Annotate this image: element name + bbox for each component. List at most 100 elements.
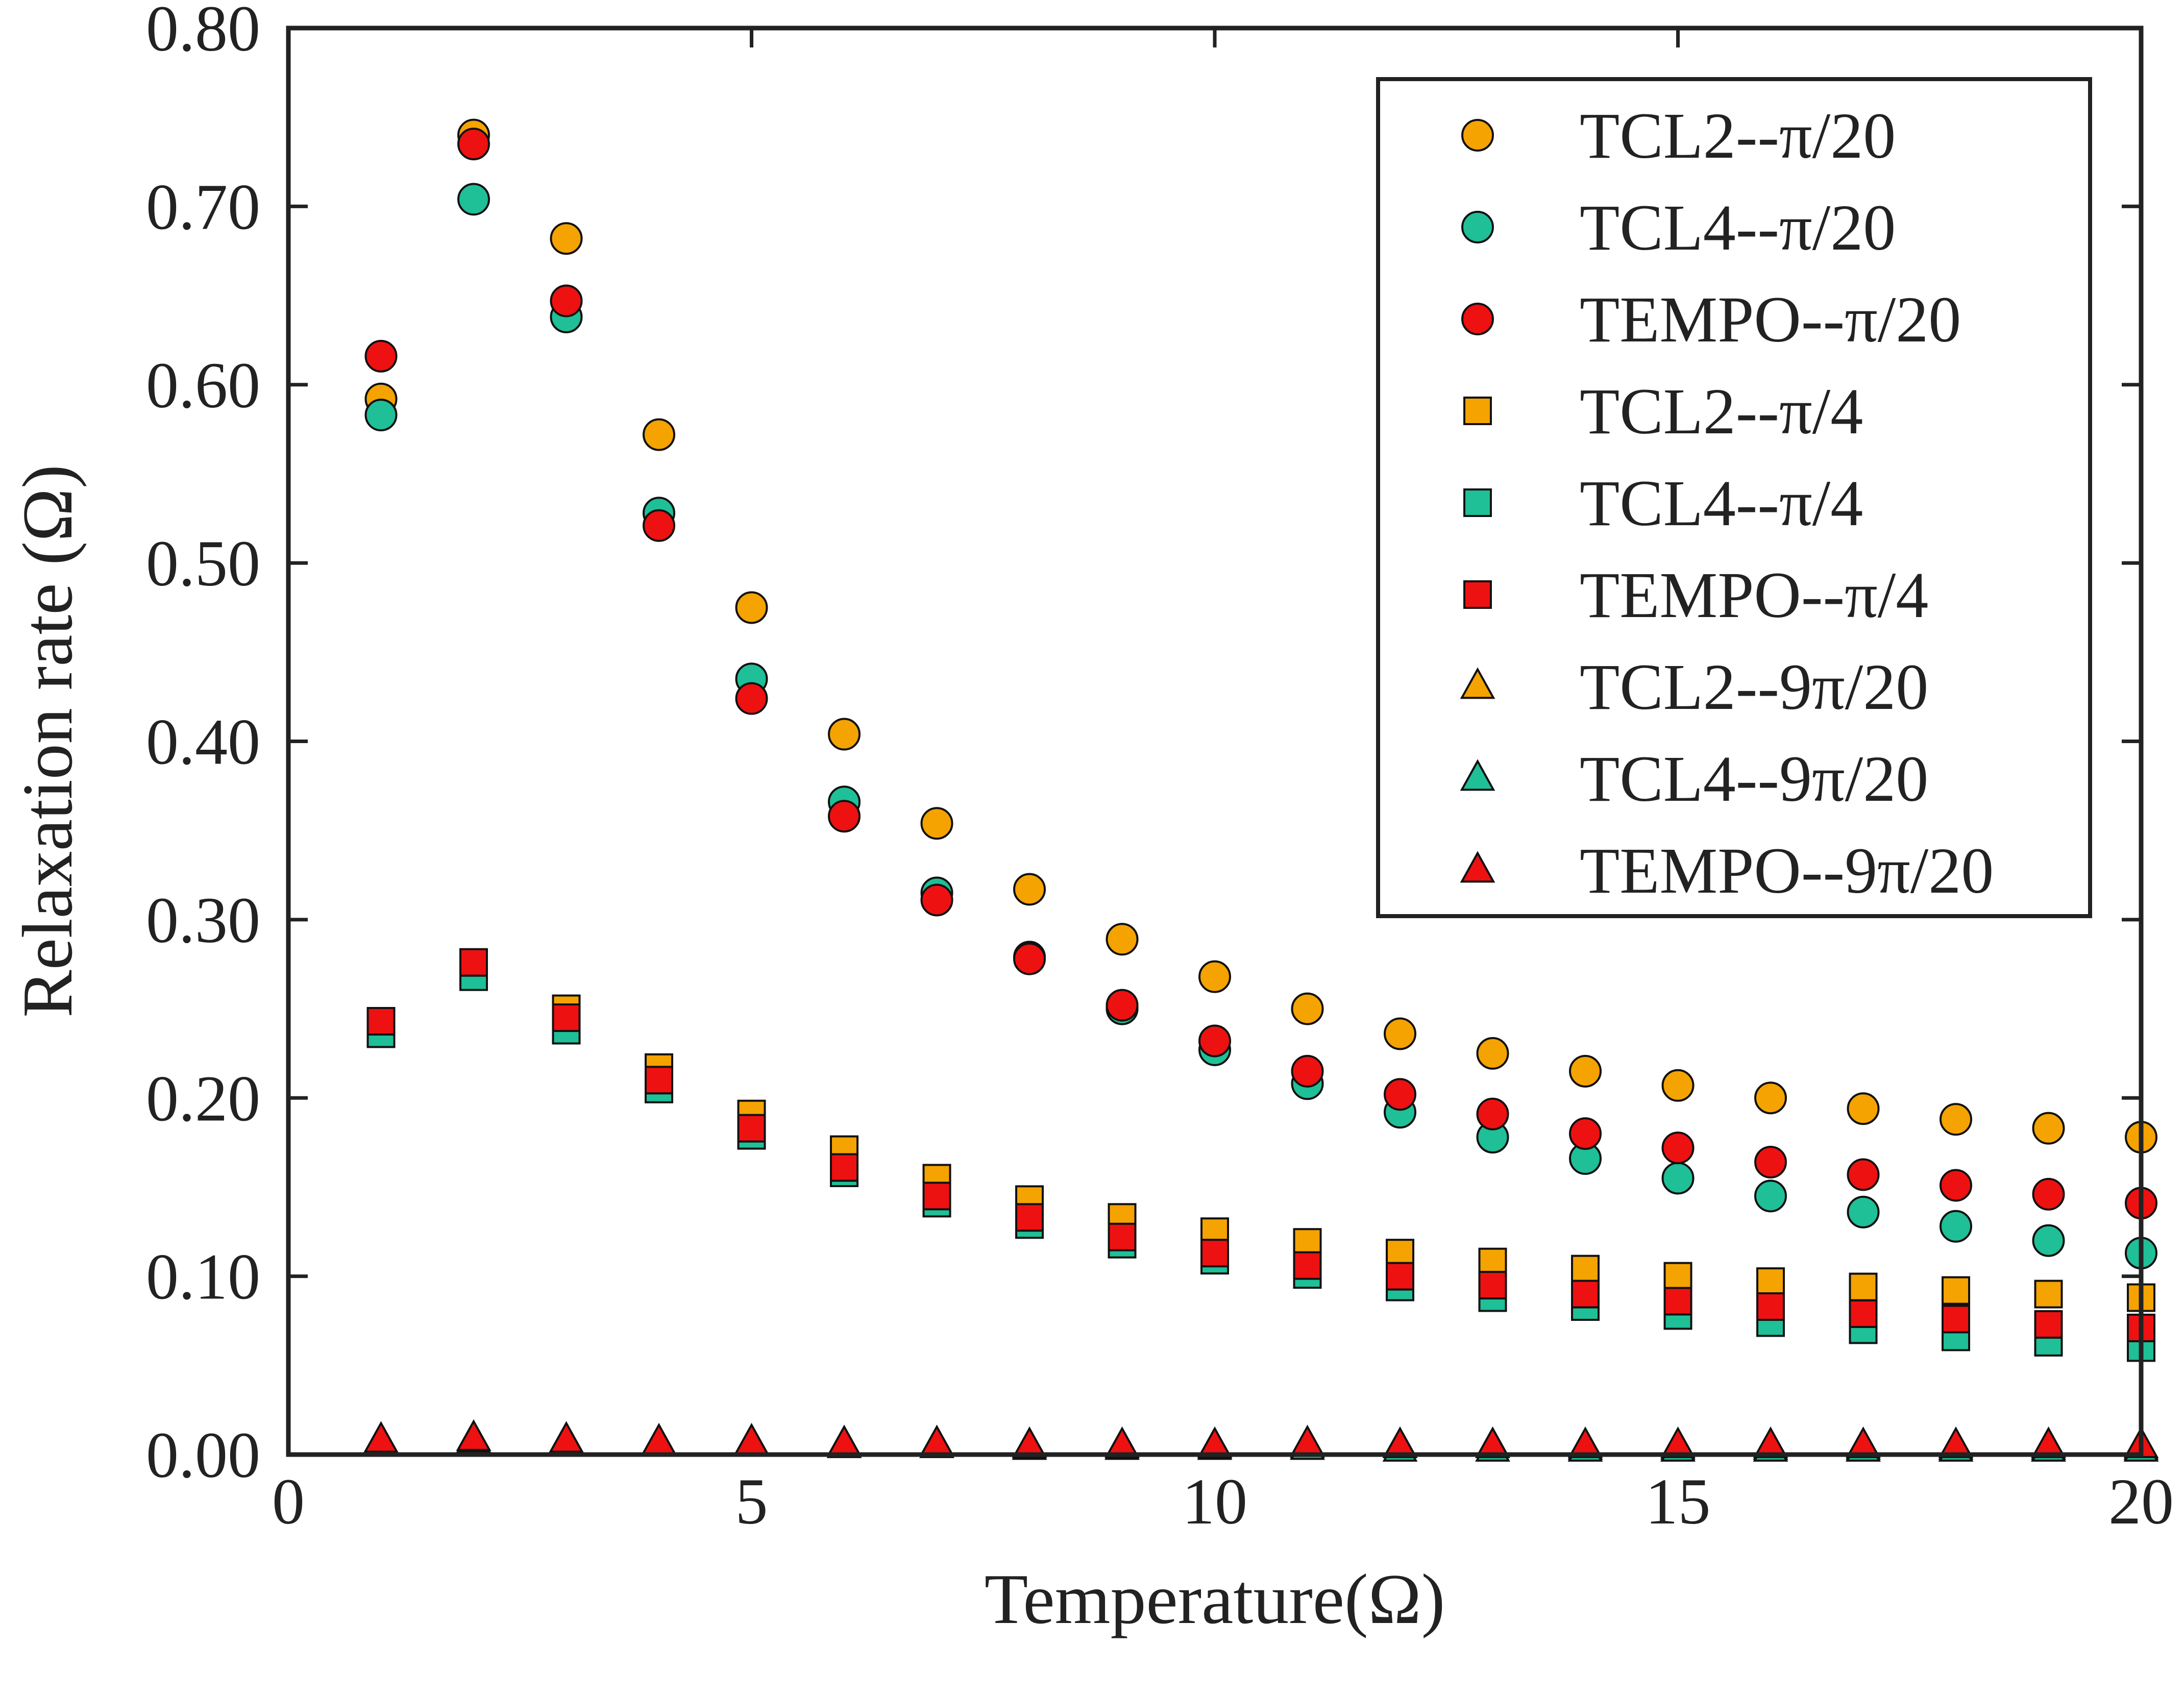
legend-label: TCL4--π/4 xyxy=(1580,467,1863,539)
data-point xyxy=(550,222,583,255)
data-point xyxy=(734,1422,769,1455)
x-tick-label: 20 xyxy=(2108,1465,2174,1538)
data-point xyxy=(363,1421,399,1453)
data-point xyxy=(920,883,953,917)
data-point xyxy=(1846,1426,1881,1458)
data-point xyxy=(1942,1305,1970,1334)
plot-frame xyxy=(286,26,2144,1457)
y-tick-label: 0.00 xyxy=(146,1419,260,1491)
legend-label: TEMPO--π/4 xyxy=(1580,559,1928,631)
data-point xyxy=(2034,1310,2063,1339)
legend-label: TCL2--π/4 xyxy=(1580,375,1863,448)
data-point xyxy=(920,807,953,840)
x-tick-label: 5 xyxy=(735,1465,768,1538)
data-point xyxy=(1386,1262,1414,1291)
data-point xyxy=(459,948,488,977)
legend-label: TCL2--π/20 xyxy=(1580,100,1896,172)
data-point xyxy=(1756,1292,1785,1321)
data-point xyxy=(737,1114,766,1143)
data-point xyxy=(641,1422,677,1455)
data-point xyxy=(1753,1426,1788,1458)
legend-marker xyxy=(1460,667,1495,699)
data-point xyxy=(645,1066,673,1095)
data-point xyxy=(366,1007,396,1036)
data-point xyxy=(1661,1069,1695,1102)
data-point xyxy=(1661,1162,1695,1195)
data-point xyxy=(1012,1426,1047,1458)
tick-labels: 0 5 10 15 20 0.00 0.10 0.20 0.30 0.40 0.50 0.60 0.70… xyxy=(146,0,2174,1538)
y-tick-label: 0.80 xyxy=(146,0,260,65)
legend: TCL2--π/20 TCL4--π/20 TEMPO--π/20 TCL2--π/4… xyxy=(1376,77,2092,918)
data-point xyxy=(1938,1426,1974,1458)
data-point xyxy=(1847,1092,1880,1125)
data-point xyxy=(1567,1426,1603,1458)
data-point xyxy=(364,339,398,373)
data-point xyxy=(1940,1210,1972,1243)
legend-label: TEMPO--9π/20 xyxy=(1580,834,1994,907)
data-point xyxy=(1106,923,1139,956)
series-TEMPO--π/4 xyxy=(366,948,2155,1342)
data-point xyxy=(1942,1276,1970,1305)
data-point xyxy=(1293,1228,1322,1257)
data-point xyxy=(1291,1054,1324,1088)
data-point xyxy=(2032,1224,2065,1257)
series-TCL2--π/4 xyxy=(366,950,2155,1312)
series-TEMPO--π/20 xyxy=(364,128,2157,1220)
legend-marker xyxy=(1460,759,1495,791)
y-tick-label: 0.20 xyxy=(146,1062,260,1135)
data-point xyxy=(1571,1255,1600,1284)
data-point xyxy=(457,128,490,161)
data-point xyxy=(1382,1426,1418,1458)
legend-label: TEMPO--π/20 xyxy=(1580,283,1961,356)
data-point xyxy=(1475,1426,1510,1458)
data-point xyxy=(828,800,861,833)
data-point xyxy=(1476,1037,1509,1070)
data-point xyxy=(922,1182,951,1211)
legend-label: TCL2--9π/20 xyxy=(1580,651,1928,723)
data-point xyxy=(1847,1195,1880,1228)
x-tick-label: 0 xyxy=(272,1465,305,1538)
data-point xyxy=(1940,1169,1972,1202)
legend-box xyxy=(1376,77,2092,918)
data-point xyxy=(1291,992,1324,1025)
legend-marker xyxy=(1463,580,1492,609)
y-tick-label: 0.70 xyxy=(146,170,260,243)
data-point xyxy=(456,1419,492,1451)
legend-marker xyxy=(1460,851,1495,883)
data-point xyxy=(2031,1426,2066,1458)
data-point xyxy=(1198,1024,1231,1057)
data-point xyxy=(1754,1146,1787,1179)
data-point xyxy=(1756,1267,1785,1296)
legend-marker xyxy=(1461,211,1494,243)
data-point xyxy=(1384,1017,1416,1050)
series-TEMPO--9π/20 xyxy=(363,1419,2159,1458)
data-point xyxy=(1013,942,1046,975)
data-point xyxy=(1198,960,1231,993)
data-point xyxy=(2034,1280,2063,1309)
data-point xyxy=(826,1424,862,1457)
data-point xyxy=(1293,1251,1322,1280)
data-point xyxy=(1478,1271,1507,1300)
data-point xyxy=(1571,1280,1600,1309)
data-point xyxy=(1663,1262,1692,1291)
legend-label: TCL4--9π/20 xyxy=(1580,743,1928,815)
data-point xyxy=(1940,1103,1972,1136)
data-point xyxy=(457,183,490,216)
data-point xyxy=(643,509,675,542)
data-point xyxy=(1569,1117,1602,1150)
data-point xyxy=(643,418,675,451)
data-point xyxy=(552,1003,581,1032)
y-tick-label: 0.60 xyxy=(146,349,260,422)
data-point xyxy=(1105,1426,1140,1458)
data-point xyxy=(2032,1112,2065,1145)
data-point xyxy=(1754,1081,1787,1115)
x-tick-label: 15 xyxy=(1646,1465,1711,1538)
y-tick-label: 0.50 xyxy=(146,527,260,600)
data-point xyxy=(1569,1054,1602,1088)
y-tick-label: 0.30 xyxy=(146,884,260,956)
legend-marker xyxy=(1461,119,1494,152)
legend-label: TCL4--π/20 xyxy=(1580,191,1896,264)
data-point xyxy=(1015,1203,1044,1232)
series-TCL2--π/20 xyxy=(364,118,2157,1154)
